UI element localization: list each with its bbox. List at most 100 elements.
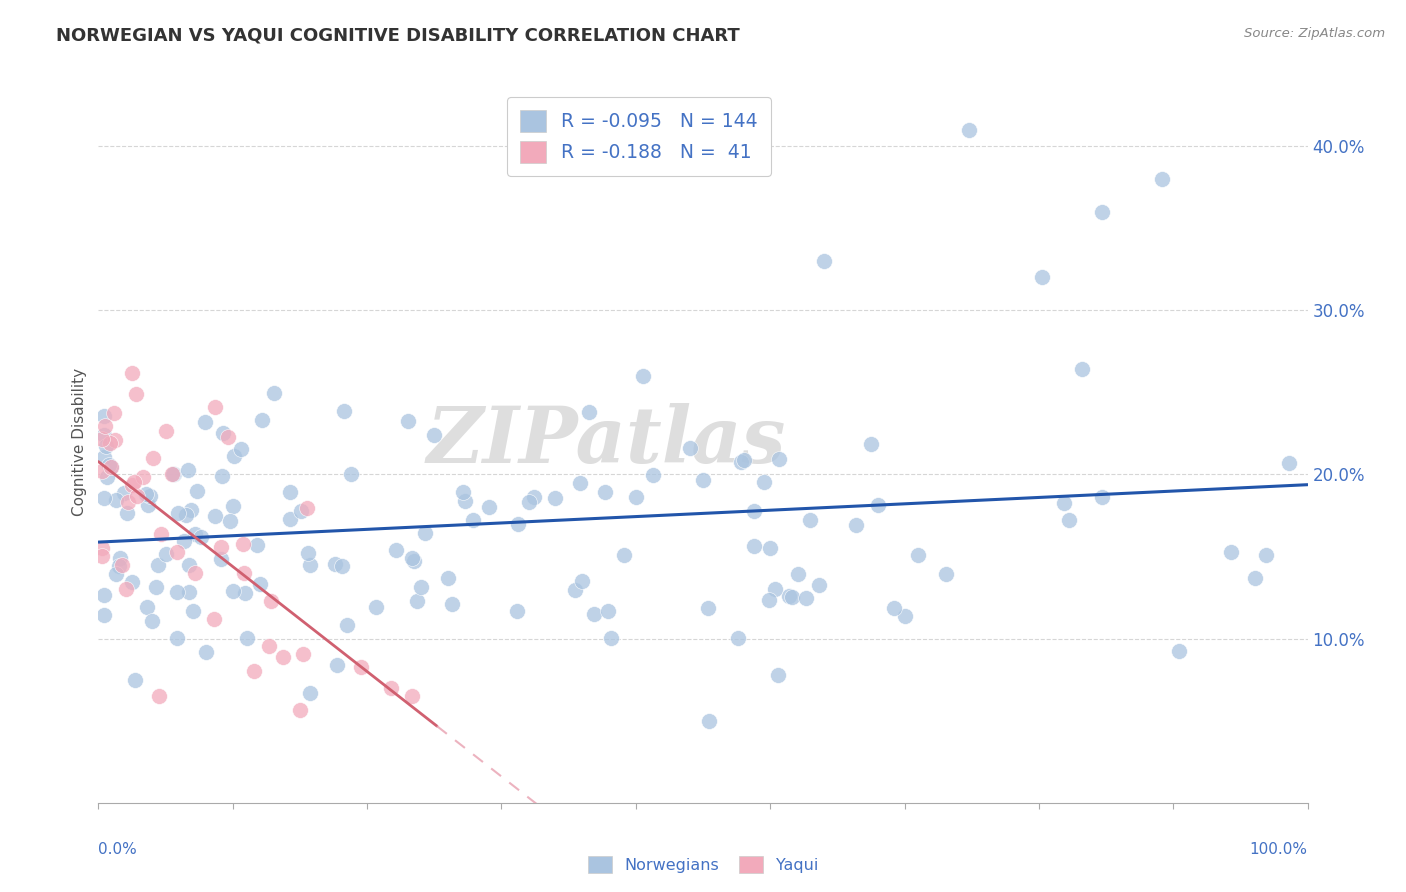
Point — [166, 585, 188, 599]
Point — [146, 558, 169, 573]
Point — [380, 681, 402, 695]
Point — [752, 475, 775, 489]
Point — [568, 475, 591, 490]
Point — [1254, 548, 1277, 562]
Point — [631, 368, 654, 383]
Point — [91, 549, 114, 563]
Point — [366, 599, 388, 614]
Point — [211, 469, 233, 483]
Point — [125, 489, 148, 503]
Point — [204, 509, 226, 524]
Point — [246, 538, 269, 552]
Point — [96, 469, 118, 483]
Point — [564, 582, 586, 597]
Point — [166, 632, 188, 646]
Point — [105, 492, 128, 507]
Point — [326, 658, 349, 673]
Point — [243, 665, 266, 679]
Point — [596, 604, 619, 618]
Point — [340, 467, 363, 481]
Point — [222, 449, 245, 463]
Point — [93, 409, 115, 423]
Point — [411, 580, 433, 594]
Point — [600, 632, 623, 646]
Point — [278, 485, 301, 500]
Point — [401, 551, 423, 566]
Point — [1091, 204, 1114, 219]
Point — [517, 495, 540, 509]
Point — [883, 600, 905, 615]
Point — [250, 413, 273, 427]
Point — [422, 427, 444, 442]
Point — [125, 386, 148, 401]
Legend: R = -0.095   N = 144, R = -0.188   N =  41: R = -0.095 N = 144, R = -0.188 N = 41 — [506, 97, 770, 176]
Point — [142, 451, 165, 466]
Point — [98, 458, 121, 473]
Point — [233, 586, 256, 600]
Point — [860, 437, 883, 451]
Point — [174, 508, 197, 522]
Point — [141, 615, 163, 629]
Point — [100, 460, 122, 475]
Point — [593, 485, 616, 500]
Point — [94, 419, 117, 434]
Point — [121, 367, 143, 381]
Point — [297, 501, 319, 516]
Point — [907, 548, 929, 562]
Point — [217, 429, 239, 443]
Point — [112, 486, 135, 500]
Point — [110, 558, 132, 573]
Point — [935, 566, 957, 581]
Point — [184, 566, 207, 580]
Point — [1152, 171, 1174, 186]
Point — [727, 631, 749, 645]
Point — [93, 427, 115, 442]
Point — [544, 491, 567, 506]
Point — [794, 591, 817, 605]
Point — [506, 604, 529, 618]
Point — [405, 593, 427, 607]
Point — [94, 439, 117, 453]
Point — [194, 645, 217, 659]
Point — [333, 404, 356, 418]
Point — [759, 541, 782, 555]
Point — [180, 503, 202, 517]
Point — [523, 490, 546, 504]
Point — [108, 559, 131, 574]
Point — [613, 549, 636, 563]
Point — [167, 507, 190, 521]
Point — [1031, 270, 1053, 285]
Point — [508, 516, 530, 531]
Point — [162, 467, 184, 481]
Point — [117, 494, 139, 508]
Point — [641, 468, 664, 483]
Point — [299, 686, 322, 700]
Point — [454, 494, 477, 508]
Point — [384, 542, 406, 557]
Point — [91, 464, 114, 478]
Point — [115, 582, 138, 597]
Point — [330, 558, 353, 573]
Point — [461, 513, 484, 527]
Point — [807, 578, 830, 592]
Point — [209, 540, 232, 554]
Point — [297, 546, 319, 560]
Point — [1278, 456, 1301, 470]
Point — [413, 525, 436, 540]
Point — [766, 668, 789, 682]
Point — [115, 506, 138, 520]
Point — [136, 498, 159, 512]
Point — [744, 539, 766, 553]
Point — [271, 649, 294, 664]
Point — [263, 386, 285, 401]
Point — [1057, 512, 1080, 526]
Point — [292, 647, 315, 661]
Point — [290, 703, 312, 717]
Point — [868, 499, 890, 513]
Point — [451, 485, 474, 500]
Point — [582, 607, 605, 621]
Point — [160, 467, 183, 481]
Point — [1220, 545, 1243, 559]
Point — [336, 618, 359, 632]
Point — [787, 567, 810, 582]
